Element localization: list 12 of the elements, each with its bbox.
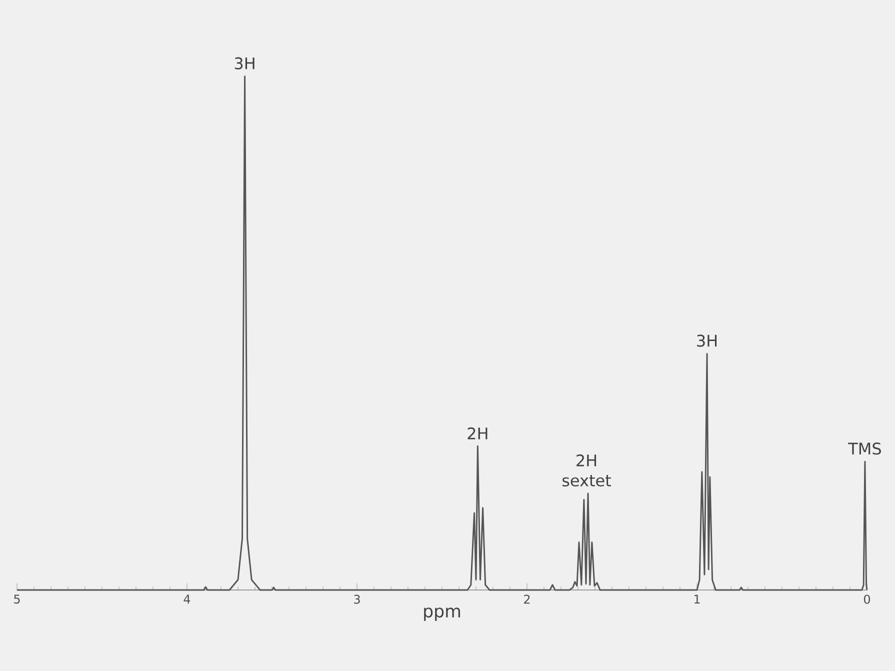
x-tick-label: 0	[864, 594, 870, 604]
annotation: 2H sextet	[562, 454, 611, 486]
annotation: 3H	[234, 57, 254, 70]
x-axis-title: ppm	[424, 608, 460, 621]
annotation: 2H	[468, 427, 488, 440]
annotation: 3H	[697, 334, 717, 347]
x-tick-label: 2	[524, 594, 530, 604]
x-tick-label: 4	[184, 594, 190, 604]
annotation: TMS	[848, 442, 881, 455]
x-tick-label: 1	[694, 594, 700, 604]
x-tick-label: 3	[354, 594, 360, 604]
x-tick-label: 5	[14, 594, 20, 604]
